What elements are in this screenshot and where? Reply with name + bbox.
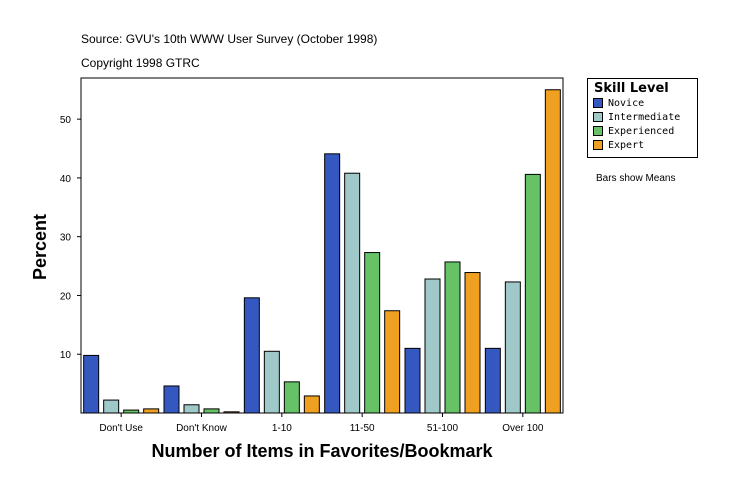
bar-experienced-4 <box>444 261 461 414</box>
bar-novice-3 <box>324 153 341 414</box>
legend-label: Experienced <box>608 125 675 137</box>
bars <box>83 89 561 414</box>
legend-title: Skill Level <box>594 81 669 96</box>
y-tick-label: 20 <box>60 291 72 302</box>
legend-item-experienced: Experienced <box>593 124 697 138</box>
bar-expert-4 <box>464 272 481 414</box>
bar-novice-1 <box>163 385 180 414</box>
bar-intermediate-5 <box>504 281 521 414</box>
y-tick-label: 50 <box>60 115 72 126</box>
bar-expert-0 <box>143 408 160 414</box>
bar-novice-0 <box>83 354 100 414</box>
plot-area <box>80 77 564 414</box>
x-tick-label: Over 100 <box>502 423 544 434</box>
bar-intermediate-3 <box>344 172 361 414</box>
bars-note: Bars show Means <box>596 173 676 184</box>
y-axis: 10 20 30 40 50 <box>60 115 81 361</box>
bar-novice-5 <box>484 347 501 414</box>
x-tick-label: 11-50 <box>350 423 375 434</box>
bar-experienced-2 <box>283 381 300 414</box>
legend-swatch <box>593 126 603 136</box>
x-tick-label: Don't Know <box>176 423 228 434</box>
legend-label: Intermediate <box>608 111 681 123</box>
y-tick-label: 10 <box>60 350 72 361</box>
bar-novice-4 <box>404 347 421 414</box>
y-axis-title: Percent <box>30 214 50 280</box>
bar-experienced-1 <box>203 408 220 414</box>
bar-experienced-0 <box>123 409 140 414</box>
bar-expert-2 <box>303 395 320 414</box>
bar-novice-2 <box>243 297 260 414</box>
legend-item-expert: Expert <box>593 138 697 152</box>
legend-swatch <box>593 112 603 122</box>
y-tick-label: 40 <box>60 174 72 185</box>
bar-intermediate-4 <box>424 278 441 414</box>
bar-expert-5 <box>544 89 561 414</box>
bar-intermediate-0 <box>103 399 120 414</box>
legend-label: Expert <box>608 139 645 151</box>
legend-item-intermediate: Intermediate <box>593 110 697 124</box>
x-tick-label: 1-10 <box>272 423 292 434</box>
x-tick-label: Don't Use <box>99 423 143 434</box>
x-tick-label: 51-100 <box>427 423 459 434</box>
y-tick-label: 30 <box>60 233 72 244</box>
bar-expert-1 <box>223 411 240 414</box>
copyright-text: Copyright 1998 GTRC <box>81 56 200 70</box>
legend-swatch <box>593 98 603 108</box>
bar-intermediate-1 <box>183 404 200 414</box>
bar-experienced-5 <box>524 173 541 414</box>
source-text: Source: GVU's 10th WWW User Survey (Octo… <box>81 32 378 46</box>
bar-intermediate-2 <box>263 350 280 414</box>
legend-item-novice: Novice <box>593 96 697 110</box>
x-axis: Don't Use Don't Know 1-10 11-50 51-100 Over 1… <box>99 413 544 434</box>
legend-label: Novice <box>608 97 645 109</box>
bar-experienced-3 <box>364 252 381 414</box>
bar-expert-3 <box>384 310 401 414</box>
legend: Skill Level Novice Intermediate Experience… <box>587 78 698 158</box>
x-axis-title: Number of Items in Favorites/Bookmark <box>151 441 493 461</box>
legend-swatch <box>593 140 603 150</box>
